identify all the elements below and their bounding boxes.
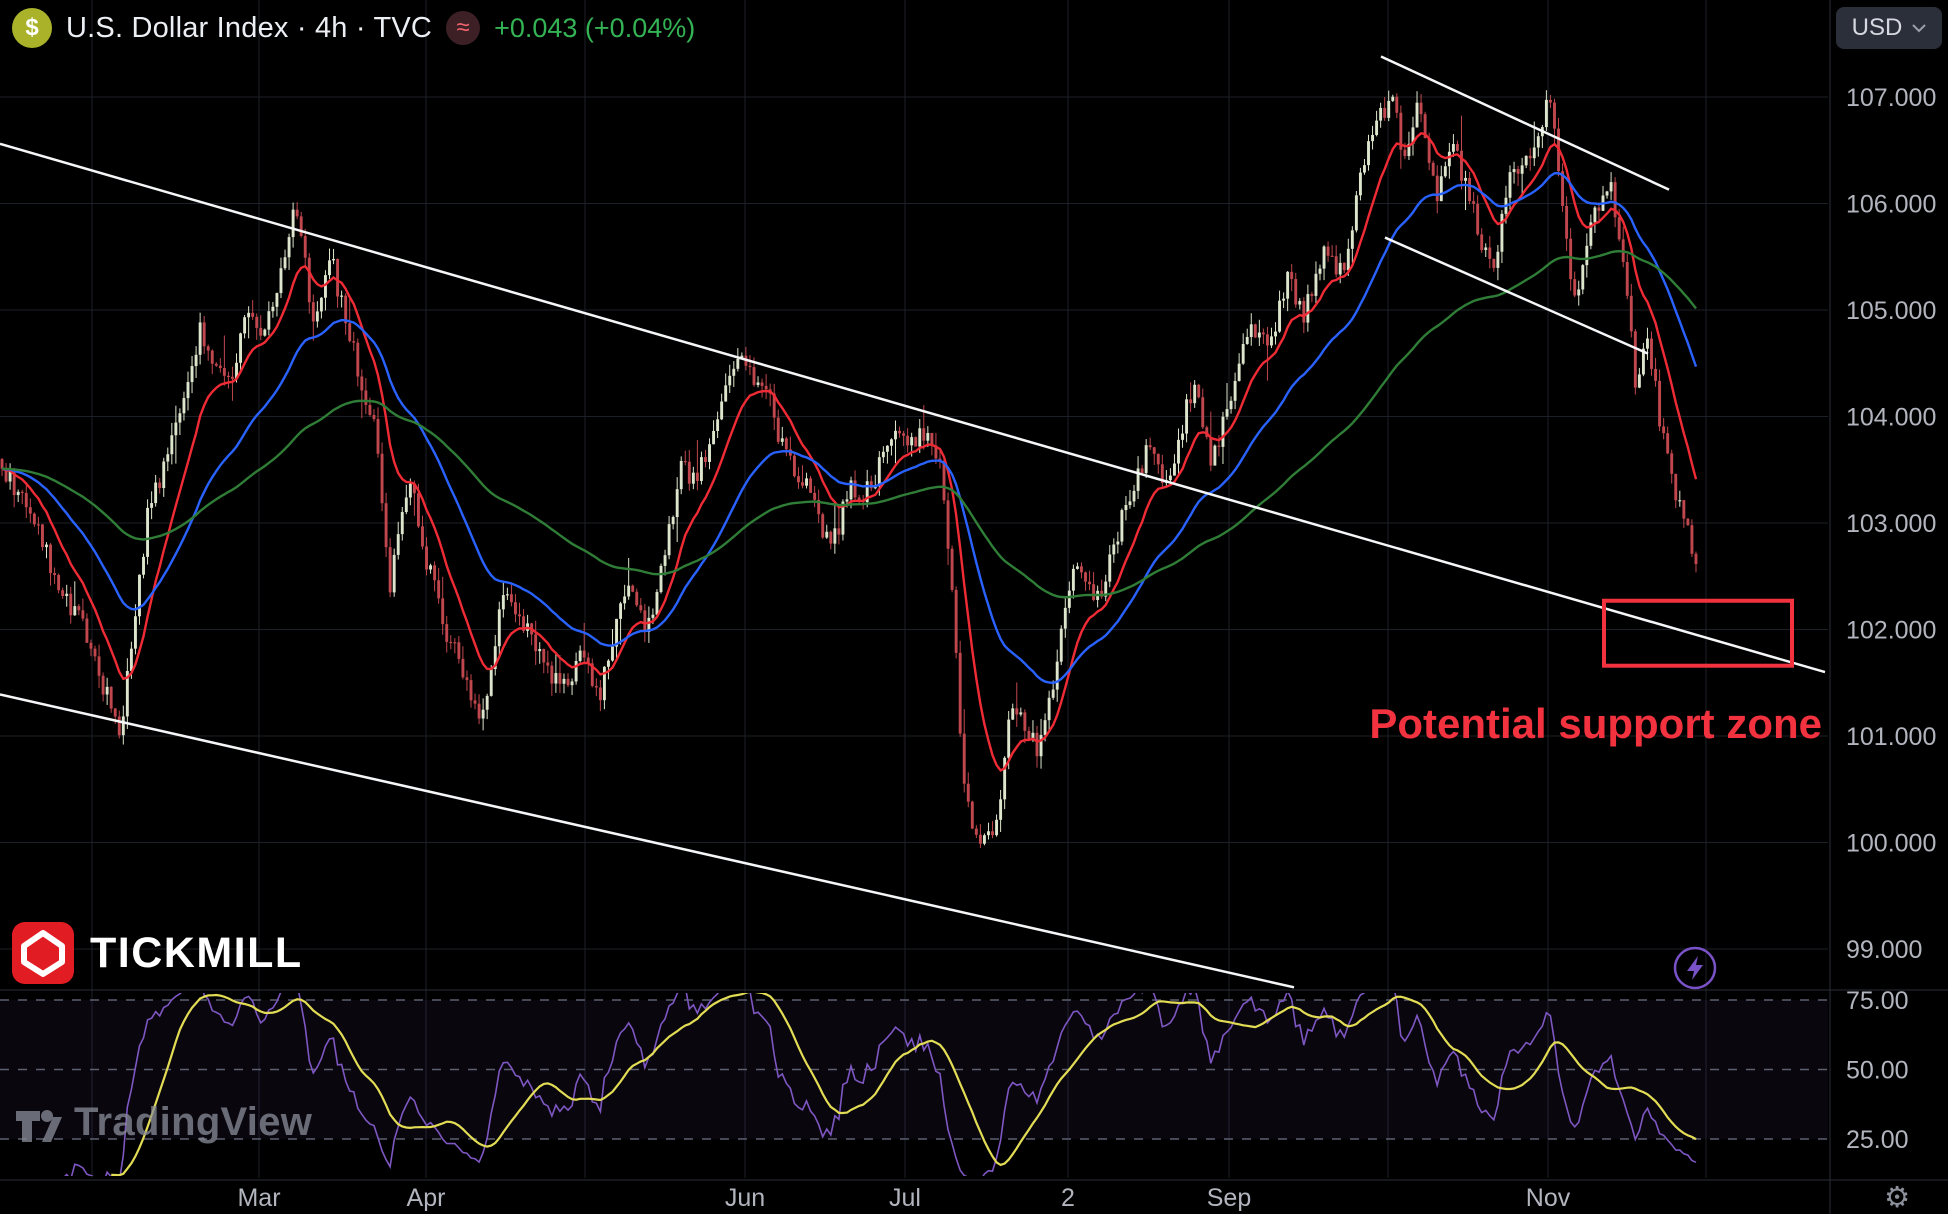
channel-lower-trendline[interactable] xyxy=(0,693,1295,989)
svg-text:101.000: 101.000 xyxy=(1846,723,1936,751)
svg-text:50.00: 50.00 xyxy=(1846,1057,1909,1085)
flash-action-button[interactable] xyxy=(1672,945,1718,991)
lightning-icon xyxy=(1673,946,1717,990)
svg-text:25.00: 25.00 xyxy=(1846,1126,1909,1154)
currency-label: USD xyxy=(1851,14,1903,41)
delayed-data-icon[interactable]: ≈ xyxy=(446,11,481,45)
time-axis[interactable]: Mar Apr Jun Jul 2 Sep Nov xyxy=(237,1184,1570,1212)
wedge-lower-trendline[interactable] xyxy=(1384,236,1649,355)
svg-text:Jul: Jul xyxy=(889,1184,921,1212)
svg-text:2: 2 xyxy=(1061,1184,1075,1212)
chevron-down-icon xyxy=(1912,23,1927,32)
svg-text:107.000: 107.000 xyxy=(1846,84,1936,112)
tickmill-logo-icon xyxy=(12,922,74,984)
symbol-header: $ U.S. Dollar Index · 4h · TVC ≈ +0.043 … xyxy=(12,8,695,48)
tickmill-branding: TICKMILL xyxy=(12,922,303,984)
svg-text:75.00: 75.00 xyxy=(1846,987,1909,1015)
svg-text:103.000: 103.000 xyxy=(1846,510,1936,538)
candles-down xyxy=(0,93,1698,849)
svg-text:104.000: 104.000 xyxy=(1846,404,1936,432)
currency-dropdown[interactable]: USD xyxy=(1836,7,1942,49)
wedge-upper-trendline[interactable] xyxy=(1380,55,1670,191)
svg-text:Jun: Jun xyxy=(725,1184,765,1212)
support-zone-rect[interactable] xyxy=(1602,598,1794,668)
price-change: +0.043 (+0.04%) xyxy=(494,12,696,43)
svg-text:105.000: 105.000 xyxy=(1846,297,1936,325)
tradingview-watermark: TradingView xyxy=(14,1100,312,1145)
svg-text:Sep: Sep xyxy=(1207,1184,1251,1212)
gear-icon[interactable]: ⚙ xyxy=(1884,1180,1910,1214)
price-axis[interactable]: 107.000 106.000 105.000 104.000 103.000 102.0… xyxy=(1846,84,1936,1154)
svg-text:102.000: 102.000 xyxy=(1846,617,1936,645)
svg-text:Mar: Mar xyxy=(237,1184,280,1212)
ma-slow-line xyxy=(1,249,1697,599)
rsi-ma-line xyxy=(111,993,1697,1176)
support-zone-annotation: Potential support zone xyxy=(1369,700,1822,747)
svg-text:100.000: 100.000 xyxy=(1846,830,1936,858)
svg-text:99.000: 99.000 xyxy=(1846,936,1922,964)
svg-text:Apr: Apr xyxy=(407,1184,446,1212)
rsi-line xyxy=(64,993,1697,1176)
symbol-title[interactable]: U.S. Dollar Index · 4h · TVC xyxy=(66,11,433,44)
candles-up xyxy=(8,90,1682,846)
ma-mid-line xyxy=(1,171,1698,685)
tradingview-logo-icon xyxy=(16,1109,62,1142)
ma-fast-line xyxy=(1,132,1698,772)
svg-text:Nov: Nov xyxy=(1526,1184,1571,1212)
svg-text:106.000: 106.000 xyxy=(1846,191,1936,219)
grid xyxy=(0,0,1828,1178)
instrument-logo-icon[interactable]: $ xyxy=(12,8,52,48)
tickmill-label: TICKMILL xyxy=(90,928,303,977)
tradingview-label: TradingView xyxy=(74,1100,313,1144)
channel-upper-trendline[interactable] xyxy=(0,142,1826,674)
